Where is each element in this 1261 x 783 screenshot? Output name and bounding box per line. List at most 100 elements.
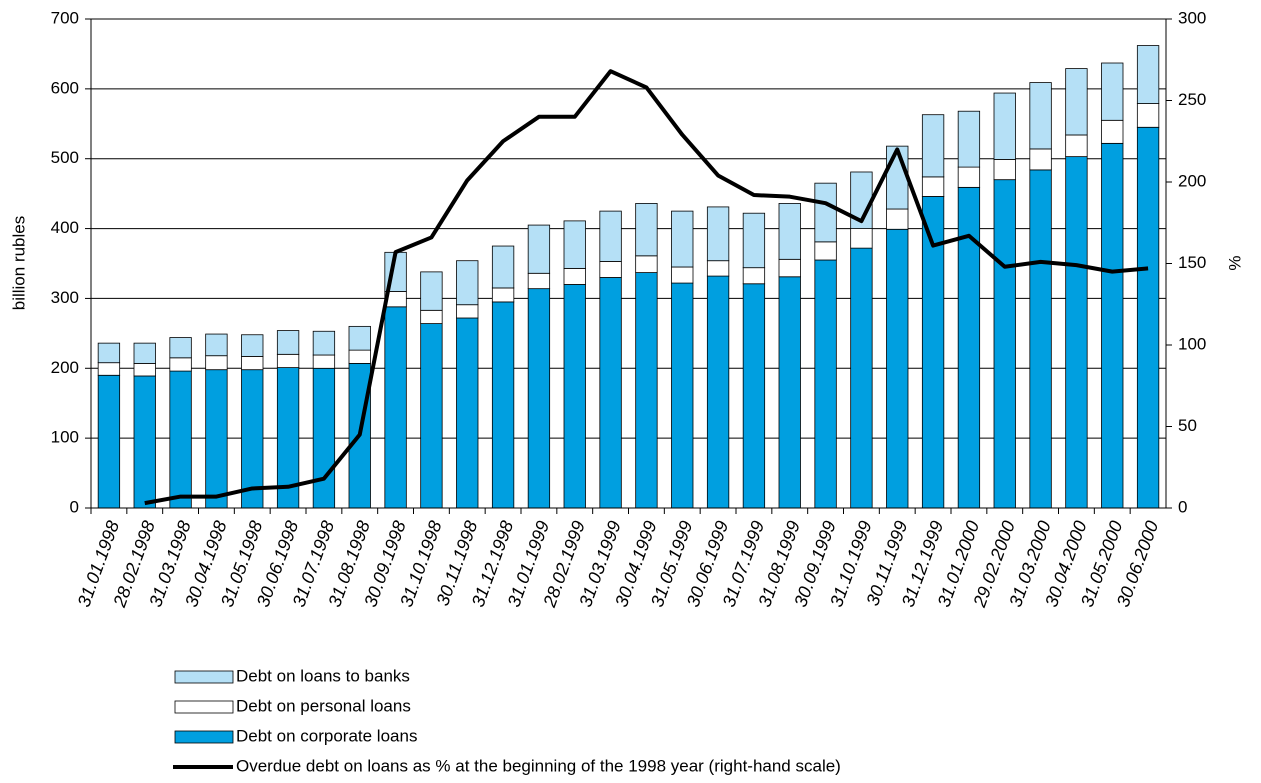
bar-segment <box>1065 156 1088 509</box>
bar-segment <box>491 245 515 289</box>
y2-tick-label: 100 <box>1178 334 1206 353</box>
bar-segment <box>527 288 551 509</box>
bar-segment <box>384 306 407 509</box>
bar-segment <box>1029 169 1052 509</box>
bar-segment <box>850 247 873 509</box>
line <box>144 69 1149 506</box>
bar-segment <box>993 159 1016 181</box>
bar-segment <box>276 353 300 368</box>
bar-segment <box>778 203 801 260</box>
bar-segment <box>348 325 371 351</box>
bar-segment <box>1065 134 1088 158</box>
y2-tick-label: 50 <box>1178 416 1197 435</box>
y-tick-label: 400 <box>51 218 79 237</box>
bar-segment <box>957 110 981 168</box>
bar-segment <box>456 304 479 319</box>
bar-segment <box>778 258 801 278</box>
bar-segment <box>635 203 658 257</box>
bar-segment <box>921 176 945 197</box>
bar-segment <box>993 92 1016 160</box>
bar-segment <box>420 271 443 311</box>
bar-segment <box>1101 119 1124 144</box>
bar-segment <box>599 261 622 278</box>
bar-segment <box>527 224 551 274</box>
bar-segment <box>886 208 909 230</box>
bar-segment <box>169 357 192 372</box>
bar-segment <box>1029 82 1052 150</box>
legend-swatch <box>174 700 234 714</box>
bar-segment <box>706 275 730 509</box>
bar-segment <box>563 284 586 509</box>
legend-swatch <box>174 730 234 744</box>
bar-segment <box>348 349 371 364</box>
bar-segment <box>814 182 837 243</box>
bar-segment <box>97 362 121 376</box>
bar-segment <box>1065 68 1088 136</box>
bar-segment <box>671 266 694 284</box>
bar-segment <box>456 317 479 509</box>
y-tick-label: 200 <box>51 358 79 377</box>
y-tick-label: 600 <box>51 78 79 97</box>
y-axis-label: billion rubles <box>9 216 28 311</box>
bar-segment <box>1029 148 1052 171</box>
bar-segment <box>420 309 443 324</box>
bar-segment <box>742 212 766 269</box>
bar-segment <box>312 354 336 369</box>
bar-segment <box>778 276 801 509</box>
bar-segment <box>742 283 766 509</box>
bar-segment <box>993 179 1016 509</box>
bar-segment <box>599 210 622 262</box>
y-tick-label: 0 <box>70 497 79 516</box>
y-tick-label: 500 <box>51 148 79 167</box>
y2-tick-label: 200 <box>1178 171 1206 190</box>
legend-swatch <box>174 670 234 684</box>
y2-tick-label: 0 <box>1178 497 1187 516</box>
bar-segment <box>241 356 264 371</box>
legend-label: Debt on personal loans <box>236 696 411 715</box>
bar-segment <box>886 228 909 509</box>
bar-segment <box>957 166 981 188</box>
bar-segment <box>1101 62 1124 121</box>
bar-segment <box>563 267 586 285</box>
bar-segment <box>671 282 694 509</box>
bar-segment <box>814 241 837 261</box>
bar-segment <box>671 210 694 268</box>
bar-segment <box>133 375 156 509</box>
bar-segment <box>635 255 658 273</box>
legend-label: Debt on corporate loans <box>236 726 417 745</box>
bar-segment <box>276 330 300 355</box>
bar-segment <box>1136 45 1160 104</box>
bar-segment <box>205 355 228 371</box>
bar-segment <box>456 260 479 306</box>
bar-segment <box>133 362 156 377</box>
legend-label: Overdue debt on loans as % at the beginn… <box>236 756 841 775</box>
bar-segment <box>133 342 156 364</box>
bar-segment <box>205 369 228 509</box>
y-tick-label: 300 <box>51 288 79 307</box>
bar-segment <box>169 370 192 509</box>
bar-segment <box>491 287 515 303</box>
bar-segment <box>527 272 551 290</box>
bar-segment <box>420 323 443 509</box>
bar-segment <box>97 342 121 364</box>
bar-segment <box>1136 103 1160 128</box>
bar-segment <box>706 260 730 277</box>
bar-segment <box>1101 142 1124 509</box>
bar-segment <box>850 228 873 249</box>
bar-segment <box>886 145 909 210</box>
bar-segment <box>921 114 945 178</box>
bar-segment <box>563 220 586 269</box>
bar-segment <box>1136 126 1160 509</box>
y-tick-label: 100 <box>51 428 79 447</box>
y2-axis-label: % <box>1225 255 1244 270</box>
y2-tick-label: 300 <box>1178 8 1206 27</box>
bar-segment <box>635 272 658 509</box>
y-tick-label: 700 <box>51 8 79 27</box>
bar-segment <box>205 333 228 357</box>
bar-segment <box>312 367 336 509</box>
bar-segment <box>599 277 622 509</box>
bar-segment <box>706 206 730 262</box>
bar-segment <box>742 267 766 285</box>
bar-segment <box>491 301 515 509</box>
